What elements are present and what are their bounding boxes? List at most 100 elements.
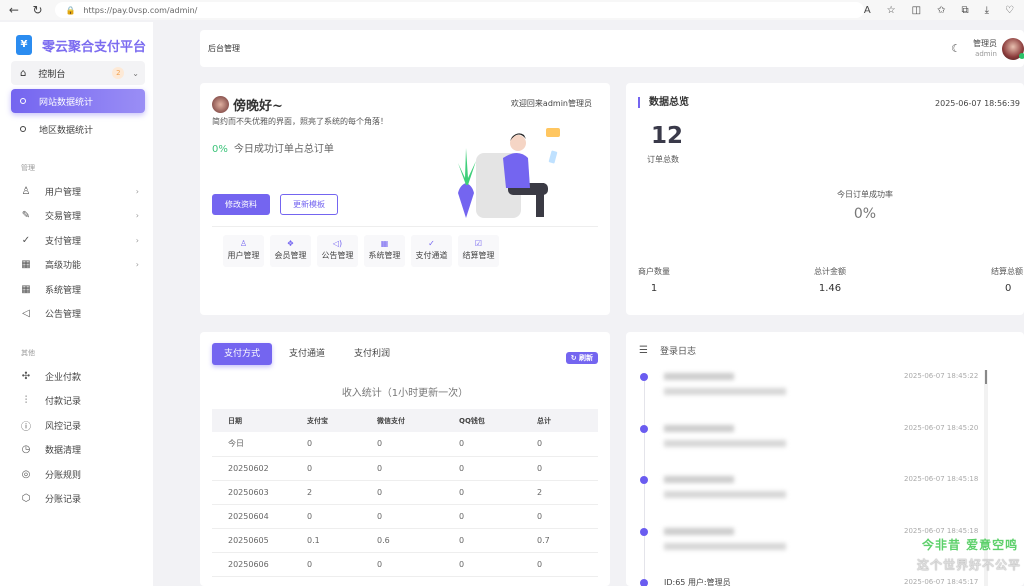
sidebar-item[interactable]: ⬡ 分账记录: [0, 487, 153, 512]
sidebar-item[interactable]: ◷ 数据清理: [0, 438, 153, 463]
quick-link[interactable]: ☑ 结算管理: [458, 235, 499, 267]
orders-total-label: 订单总数: [647, 155, 679, 164]
favorites-icon[interactable]: ✩: [937, 4, 946, 16]
table-cell: 0.6: [377, 528, 459, 553]
column-header: 微信支付: [377, 409, 459, 432]
overlay-text: 这个世界好不公平: [917, 558, 1022, 572]
brand-logo[interactable]: ¥ 零云聚合支付平台: [16, 32, 153, 58]
extension-icon[interactable]: ♡: [1005, 4, 1015, 16]
collections-icon[interactable]: ⧉: [961, 4, 969, 16]
sidebar-item-label: 分账记录: [45, 495, 82, 506]
layers-icon: ❖: [286, 239, 295, 248]
table-row: 今日 0 0 0 0: [212, 432, 598, 457]
blurred-text: [664, 542, 786, 550]
sliders-icon: ⫶: [24, 395, 28, 407]
sidebar-item[interactable]: ◎ 分账规则: [0, 462, 153, 487]
quick-link[interactable]: ◁) 公告管理: [317, 235, 358, 267]
amount-value: 1.46: [818, 283, 842, 294]
table-cell: 0: [459, 432, 537, 457]
read-aloud-icon[interactable]: A: [863, 4, 871, 16]
table-cell: 0: [537, 504, 598, 529]
codesandbox-icon: ⬡: [21, 493, 31, 505]
sidebar-item[interactable]: ✓ 支付管理 ›: [0, 228, 153, 253]
income-table: 日期 支付宝 微信支付 QQ钱包 总计 今日 0 0 0 0 20250602 0 0 0 0 2025060…: [212, 409, 598, 577]
table-cell: 0: [307, 552, 377, 577]
logo-icon: ¥: [16, 35, 32, 55]
sidebar-item-region-stats[interactable]: 地区数据统计: [11, 117, 145, 141]
dark-mode-icon[interactable]: ☾: [951, 42, 961, 55]
illustration: [458, 128, 560, 218]
avatar[interactable]: [1002, 37, 1024, 60]
table-cell: 20250605: [212, 528, 307, 553]
quick-link[interactable]: ✓ 支付通道: [411, 235, 452, 267]
quick-link-label: 系统管理: [368, 251, 401, 260]
timeline-dot: [640, 527, 648, 536]
quick-link-label: 会员管理: [274, 251, 307, 260]
sidebar-item-label: 公告管理: [45, 310, 82, 321]
table-row: 20250604 0 0 0 0: [212, 504, 598, 529]
table-cell: 0: [459, 552, 537, 577]
settle-label: 结算总额: [991, 267, 1023, 276]
refresh-button[interactable]: ↻ 刷新: [565, 352, 598, 364]
scrollbar[interactable]: [984, 370, 988, 586]
quick-link[interactable]: ▦ 系统管理: [364, 235, 405, 267]
tab[interactable]: 支付方式: [212, 343, 273, 365]
sidebar-item[interactable]: ⫶ 付款记录: [0, 389, 153, 414]
column-header: QQ钱包: [459, 409, 537, 432]
speaker-icon: ◁): [332, 239, 343, 248]
lock-icon: 🔒: [65, 5, 76, 15]
quick-link[interactable]: ♙ 用户管理: [223, 235, 264, 267]
user-info[interactable]: 管理员 admin: [973, 39, 997, 59]
chevron-right-icon: ›: [135, 186, 139, 196]
divider: [212, 226, 598, 227]
split-icon[interactable]: ◫: [911, 4, 922, 16]
sidebar-item-dashboard[interactable]: ⌂ 控制台 2 ⌄: [11, 61, 145, 85]
download-icon[interactable]: ⤓: [984, 4, 990, 16]
alert-circle-icon: ⓘ: [21, 421, 31, 433]
greeting: 傍晚好~: [233, 99, 283, 114]
user-name: 管理员: [973, 38, 997, 48]
table-cell: 0: [377, 552, 459, 577]
sidebar-item[interactable]: ◁ 公告管理: [0, 302, 153, 327]
favorite-icon[interactable]: ☆: [886, 4, 896, 16]
sidebar-item-site-stats[interactable]: 网站数据统计: [11, 89, 145, 113]
edit-profile-button[interactable]: 修改资料: [212, 194, 270, 215]
top-header: 后台管理 ☾ 管理员 admin: [200, 30, 1024, 67]
address-bar[interactable]: 🔒 https://pay.0vsp.com/admin/: [55, 2, 864, 18]
timeline-dot: [640, 579, 648, 586]
table-cell: 0: [377, 456, 459, 481]
back-icon[interactable]: ←: [8, 3, 19, 17]
sidebar-item-label: 支付管理: [45, 236, 82, 247]
update-template-button[interactable]: 更新模板: [280, 194, 338, 215]
card-title: 登录日志: [659, 347, 696, 357]
table-cell: 今日: [212, 432, 307, 457]
chevron-right-icon: ›: [135, 235, 139, 245]
table-cell: 2: [307, 480, 377, 505]
success-rate-label: 今日订单成功率: [837, 190, 893, 199]
sidebar-item[interactable]: ▦ 高级功能 ›: [0, 253, 153, 278]
check-circle-icon: ✓: [428, 239, 435, 248]
data-overview-card: 数据总览 2025-06-07 18:56:39 12 订单总数 今日订单成功率…: [626, 83, 1024, 315]
sidebar-item[interactable]: ⓘ 风控记录: [0, 413, 153, 438]
blurred-text: [664, 439, 786, 447]
table-cell: 0: [459, 480, 537, 505]
reload-icon[interactable]: ↻: [32, 3, 43, 17]
table-cell: 2: [537, 480, 598, 505]
sidebar-item[interactable]: ♙ 用户管理 ›: [0, 179, 153, 204]
sidebar-item-label: 分账规则: [45, 470, 82, 481]
timeline-dot: [640, 424, 648, 433]
quick-link[interactable]: ❖ 会员管理: [270, 235, 311, 267]
blurred-text: [664, 424, 734, 432]
log-text: ID:65 用户:管理员: [664, 578, 731, 586]
log-time: 2025-06-07 18:45:22: [904, 372, 979, 380]
section-label-other: 其他: [21, 349, 35, 357]
table-cell: 0: [377, 432, 459, 457]
sidebar-item[interactable]: ✣ 企业付款: [0, 364, 153, 389]
sidebar-item-label: 高级功能: [45, 261, 82, 272]
sidebar-item[interactable]: ▦ 系统管理: [0, 277, 153, 302]
sidebar-item[interactable]: ✎ 交易管理 ›: [0, 204, 153, 229]
tab[interactable]: 支付通道: [289, 349, 326, 359]
merchants-value: 1: [650, 283, 658, 294]
blurred-text: [664, 373, 734, 380]
tab[interactable]: 支付利润: [354, 349, 391, 359]
